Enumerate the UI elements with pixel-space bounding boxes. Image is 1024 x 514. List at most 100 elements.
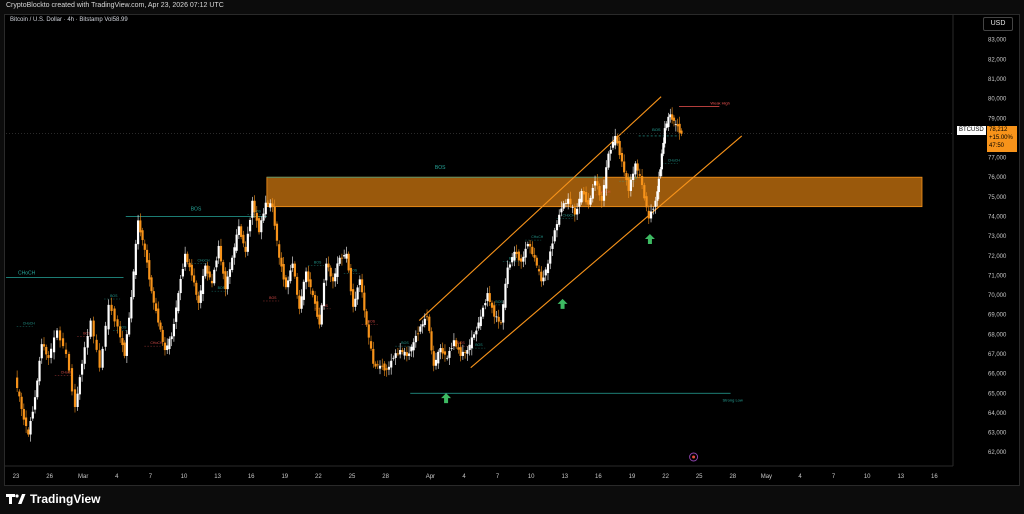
candle-body (584, 191, 588, 203)
x-tick-label: Mar (78, 474, 88, 480)
symbol-description[interactable]: Bitcoin / U.S. Dollar · 4h · Bitstamp Vo… (10, 17, 128, 23)
candle-body (394, 353, 397, 358)
structure-label: CHoCH (668, 158, 681, 162)
candle-body (372, 348, 375, 364)
candle-body (390, 360, 393, 368)
candle-body (18, 391, 21, 397)
candle-body (228, 269, 232, 277)
candle-body (676, 124, 679, 127)
x-tick-label: 19 (281, 474, 288, 480)
candle-body (52, 337, 56, 353)
candle-body (544, 269, 547, 276)
candle-body (195, 282, 198, 295)
candle-body (157, 308, 160, 323)
candle-body (562, 203, 565, 209)
candle-body (136, 220, 140, 245)
candle-body (188, 262, 191, 268)
y-tick-label: 68,000 (988, 332, 1007, 338)
candle-body (175, 307, 178, 322)
candle-body (349, 267, 352, 292)
candle-body (627, 177, 630, 191)
candle-body (24, 417, 28, 426)
candle-body (128, 317, 131, 335)
candle-body (226, 276, 229, 290)
candle-body (89, 320, 92, 337)
candle-body (345, 253, 348, 259)
candle-body (219, 245, 223, 262)
candle-body (266, 202, 270, 205)
structure-label: CHoCH (625, 176, 638, 180)
structure-label: CHoCH (150, 341, 163, 345)
candle-body (461, 351, 464, 356)
candle-body (36, 380, 39, 398)
candle-body (571, 207, 574, 208)
candle-body (139, 220, 142, 233)
candle-body (166, 345, 169, 351)
candle-body (240, 226, 243, 237)
candle-body (49, 348, 53, 358)
candle-body (620, 152, 624, 162)
chart-frame[interactable] (4, 14, 1020, 486)
candle-body (246, 233, 249, 252)
candle-body (419, 326, 422, 332)
candle-body (495, 316, 498, 318)
candle-body (504, 283, 507, 308)
candle-body (206, 265, 209, 274)
candle-body (16, 377, 19, 389)
candle-body (64, 349, 68, 354)
candle-body (667, 116, 670, 128)
candle-body (311, 290, 314, 296)
structure-label: CHoCH (23, 322, 36, 326)
symbol-desc-text: Bitcoin / U.S. Dollar · 4h · Bitstamp (10, 17, 103, 23)
candle-body (587, 200, 590, 205)
y-tick-label: 64,000 (988, 411, 1007, 417)
candle-body (289, 270, 292, 282)
candle-body (636, 163, 639, 171)
candle-body (671, 114, 674, 120)
x-tick-label: 7 (496, 474, 500, 480)
candle-body (378, 365, 382, 369)
candle-body (168, 338, 171, 349)
y-tick-label: 73,000 (988, 234, 1007, 240)
candle-body (446, 357, 449, 359)
structure-label: CHoCH (61, 371, 74, 375)
tradingview-logo-icon (6, 494, 26, 504)
candle-body (614, 135, 617, 146)
x-tick-label: 22 (662, 474, 669, 480)
candle-body (649, 211, 653, 219)
candle-body (558, 214, 561, 225)
candle-body (354, 298, 357, 307)
candle-body (150, 277, 153, 292)
candle-body (513, 251, 516, 261)
last-price: 78,212 (989, 127, 1008, 133)
candle-body (533, 254, 536, 258)
candle-body (95, 339, 98, 350)
candle-body (98, 350, 101, 368)
candle-body (340, 257, 344, 259)
candle-body (488, 293, 491, 303)
currency-selector[interactable]: USD (983, 17, 1013, 31)
candle-body (356, 287, 359, 300)
candle-body (605, 167, 608, 189)
candle-body (271, 203, 274, 207)
candle-body (515, 251, 518, 255)
candle-body (313, 295, 317, 304)
candle-body (302, 281, 305, 300)
candle-body (300, 296, 303, 309)
candle-body (61, 338, 65, 347)
candle-body (22, 408, 25, 420)
candle-body (145, 249, 149, 263)
candle-body (522, 256, 525, 262)
candle-body (163, 342, 167, 351)
candle-body (468, 344, 471, 351)
candle-body (401, 350, 404, 353)
tradingview-brand[interactable]: TradingView (6, 490, 100, 508)
candle-body (399, 350, 402, 355)
candle-body (662, 142, 665, 154)
structure-label: BOS (401, 341, 409, 345)
candle-body (119, 326, 122, 338)
candle-body (296, 276, 299, 295)
candle-body (459, 347, 462, 356)
candle-body (222, 262, 225, 274)
